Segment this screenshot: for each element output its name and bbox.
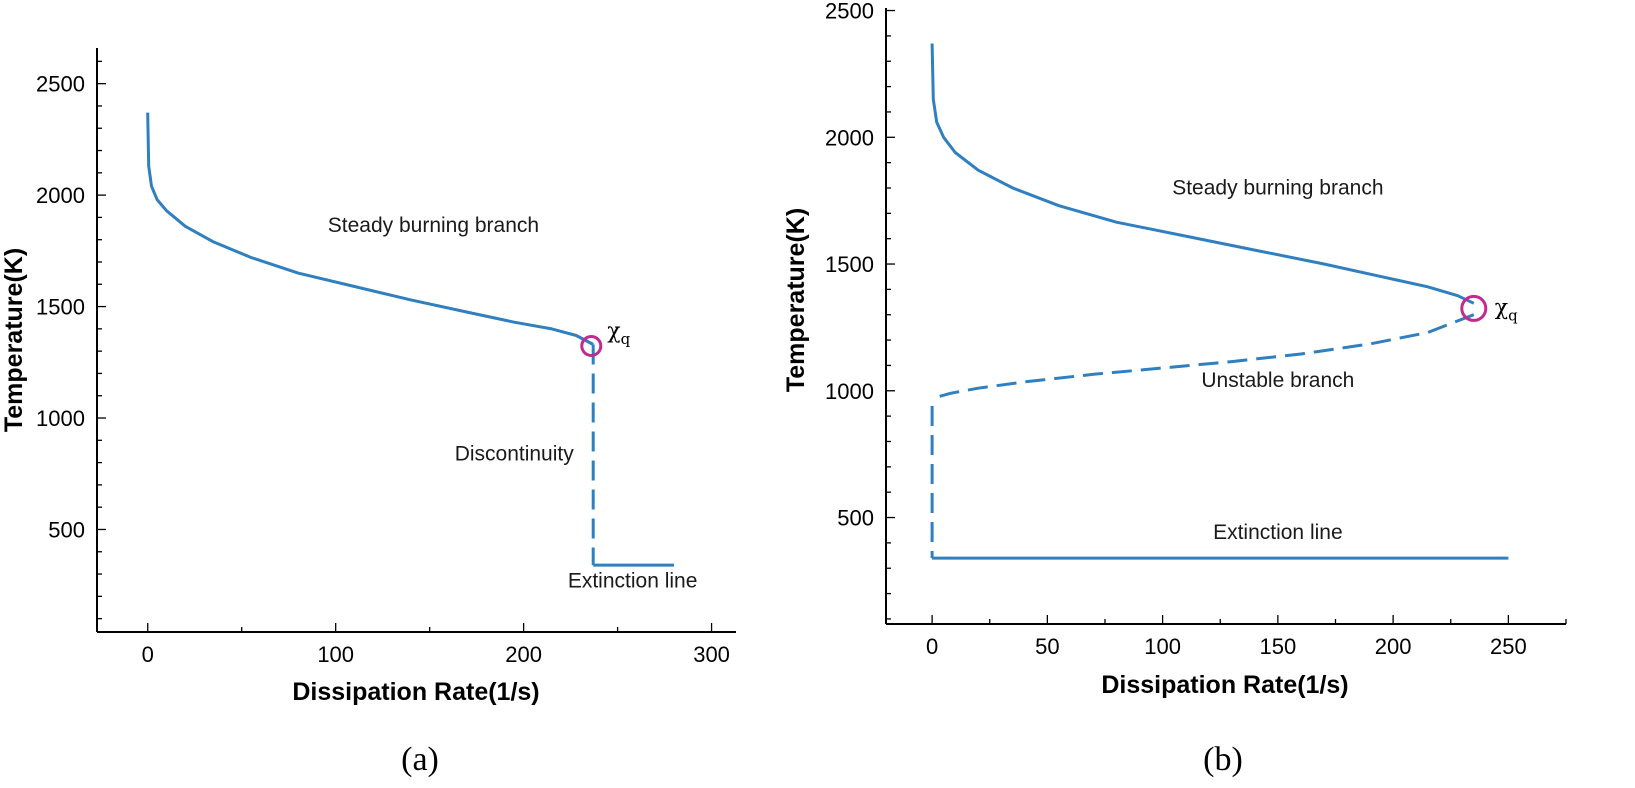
b-y-tick-label: 1000 (825, 379, 874, 404)
b-x-tick-label: 150 (1260, 634, 1297, 659)
a-annotation-discontinuity: Discontinuity (455, 442, 575, 465)
b-series-unstable-branch (931, 313, 1475, 403)
panel-a-y-axis-label: Temperature(K) (0, 248, 28, 432)
a-y-tick-label: 2000 (36, 183, 85, 208)
a-x-tick-label: 300 (693, 642, 730, 667)
panel-b-chart: 0 50 100 150 200 250 500 1000 1500 2000 2500 χq S… (782, 0, 1567, 778)
panel-b-x-axis-label: Dissipation Rate(1/s) (1101, 671, 1348, 699)
b-quench-point-marker (1460, 294, 1488, 322)
b-y-tick-label: 2000 (825, 125, 874, 150)
a-quench-point-marker (580, 335, 603, 358)
b-x-tick-label: 250 (1490, 634, 1527, 659)
a-annotation-steady-burning-branch: Steady burning branch (328, 214, 539, 237)
a-quench-point-label: χq (607, 319, 630, 348)
panel-a-chart: 0 100 200 300 500 1000 1500 2000 2500 χq Steady… (0, 48, 736, 778)
b-x-tick-label: 200 (1375, 634, 1412, 659)
panel-a-x-axis-label: Dissipation Rate(1/s) (292, 678, 539, 706)
b-y-tick-label: 2500 (825, 0, 874, 24)
a-y-tick-label: 2500 (36, 72, 85, 97)
a-x-tick-label: 0 (142, 642, 154, 667)
b-x-tick-label: 50 (1035, 634, 1059, 659)
a-y-tick-label: 1500 (36, 295, 85, 320)
b-x-tick-label: 0 (926, 634, 938, 659)
b-series-steady-burning-branch (930, 43, 1475, 305)
panel-b-y-axis-label: Temperature(K) (782, 208, 810, 392)
a-series-steady-burning-branch (146, 112, 594, 346)
b-y-tick-label: 1500 (825, 252, 874, 277)
a-y-tick-label: 1000 (36, 406, 85, 431)
b-annotation-steady-burning-branch: Steady burning branch (1172, 176, 1383, 199)
a-annotation-extinction-line: Extinction line (568, 569, 698, 592)
b-quench-point-label: χq (1495, 295, 1518, 324)
b-y-tick-label: 500 (837, 506, 874, 531)
b-annotation-unstable-branch: Unstable branch (1201, 369, 1354, 392)
panel-a-caption: (a) (401, 741, 439, 778)
a-y-tick-label: 500 (48, 517, 85, 542)
b-annotation-extinction-line: Extinction line (1213, 521, 1343, 544)
panel-b-caption: (b) (1203, 741, 1243, 778)
a-x-tick-label: 200 (505, 642, 542, 667)
b-x-tick-label: 100 (1144, 634, 1181, 659)
a-x-tick-label: 100 (317, 642, 354, 667)
